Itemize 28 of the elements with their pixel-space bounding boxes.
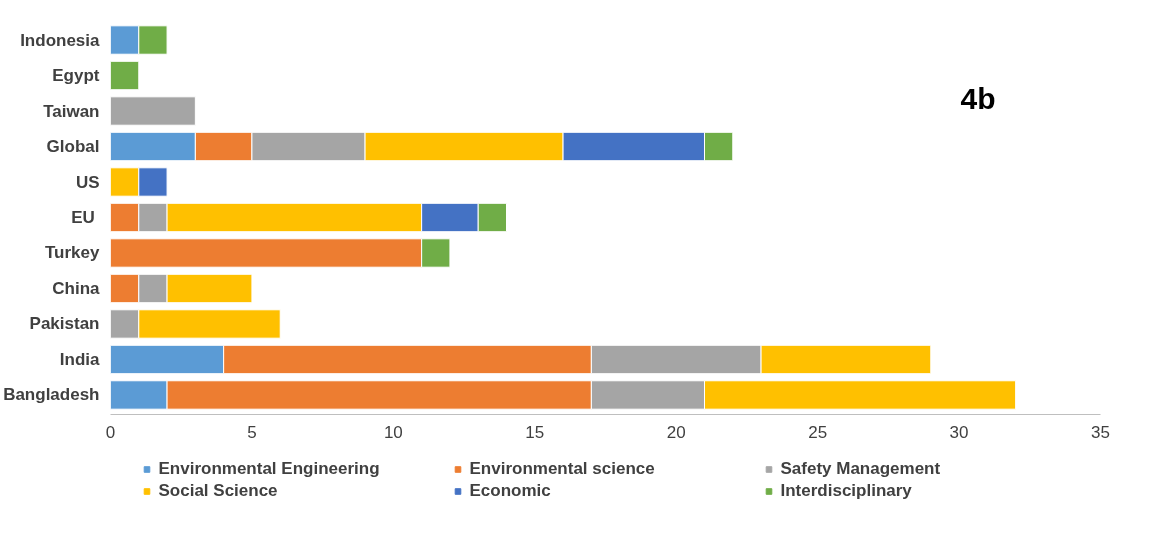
legend-label: Economic xyxy=(469,481,552,501)
y-tick-label: Egypt xyxy=(52,66,100,86)
y-tick-label: Taiwan xyxy=(43,101,100,121)
y-tick-label: Turkey xyxy=(45,243,101,263)
y-tick-label: US xyxy=(75,172,100,192)
bar xyxy=(110,60,140,91)
legend-label: Safety Management xyxy=(780,459,942,479)
x-tick-label: 35 xyxy=(1091,422,1110,442)
legend-label: Environmental science xyxy=(469,459,656,479)
x-tick-label: 10 xyxy=(383,422,403,442)
annotation: 4b xyxy=(960,81,996,115)
y-tick-label: Global xyxy=(46,137,100,157)
x-tick-label: 30 xyxy=(949,422,969,442)
x-tick-label: 0 xyxy=(105,422,116,442)
y-tick-label: China xyxy=(52,278,101,298)
x-tick-label: 25 xyxy=(808,422,828,442)
y-tick-label: Pakistan xyxy=(29,314,100,334)
bar xyxy=(110,96,196,126)
legend-label: Environmental Engineering xyxy=(158,459,381,479)
legend-label: Interdisciplinary xyxy=(780,481,913,501)
x-tick-label: 15 xyxy=(525,422,545,442)
x-tick-label: 5 xyxy=(247,422,257,442)
y-tick-label: Indonesia xyxy=(20,30,101,50)
y-tick-label: Bangladesh xyxy=(3,385,100,405)
y-tick-label: EU xyxy=(71,208,95,227)
legend-label: Social Science xyxy=(158,481,279,501)
y-tick-label: India xyxy=(59,349,101,369)
x-tick-label: 20 xyxy=(666,422,686,442)
